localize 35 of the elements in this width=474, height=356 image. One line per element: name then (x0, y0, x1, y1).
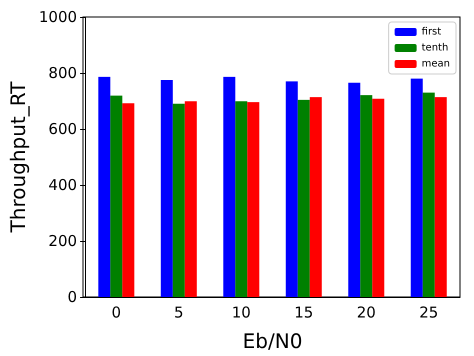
bar (235, 101, 248, 297)
bar (247, 102, 260, 297)
legend-label: tenth (422, 42, 448, 54)
y-tick-label: 1000 (38, 8, 78, 26)
bar (372, 98, 384, 297)
y-tick-label: 400 (48, 176, 78, 194)
y-tick-label: 200 (48, 232, 78, 250)
bar (434, 97, 447, 297)
bar (360, 95, 372, 297)
y-tick-label: 600 (48, 120, 78, 138)
x-axis-title: Eb/N0 (242, 329, 302, 353)
bar (410, 78, 423, 297)
bar (98, 76, 110, 297)
bar (110, 96, 122, 297)
x-tick-label: 15 (294, 304, 314, 322)
y-tick-label: 0 (68, 288, 78, 306)
x-tick-label: 20 (356, 304, 376, 322)
bar (184, 101, 197, 297)
bar (310, 97, 322, 297)
y-tick-label: 800 (48, 64, 78, 82)
x-tick-label: 5 (174, 304, 184, 322)
legend-label: first (422, 26, 442, 38)
y-axis-title: Throughput_RT (6, 80, 30, 234)
bar (422, 92, 435, 297)
bar (286, 81, 298, 297)
bar (122, 103, 134, 297)
legend-label: mean (422, 58, 450, 70)
x-tick-label: 0 (112, 304, 122, 322)
x-tick-label: 10 (232, 304, 251, 322)
bar (172, 104, 185, 297)
bar (160, 80, 173, 297)
x-tick-label: 25 (419, 304, 438, 322)
bar (223, 76, 236, 297)
bar (298, 100, 310, 297)
bar (348, 82, 360, 297)
